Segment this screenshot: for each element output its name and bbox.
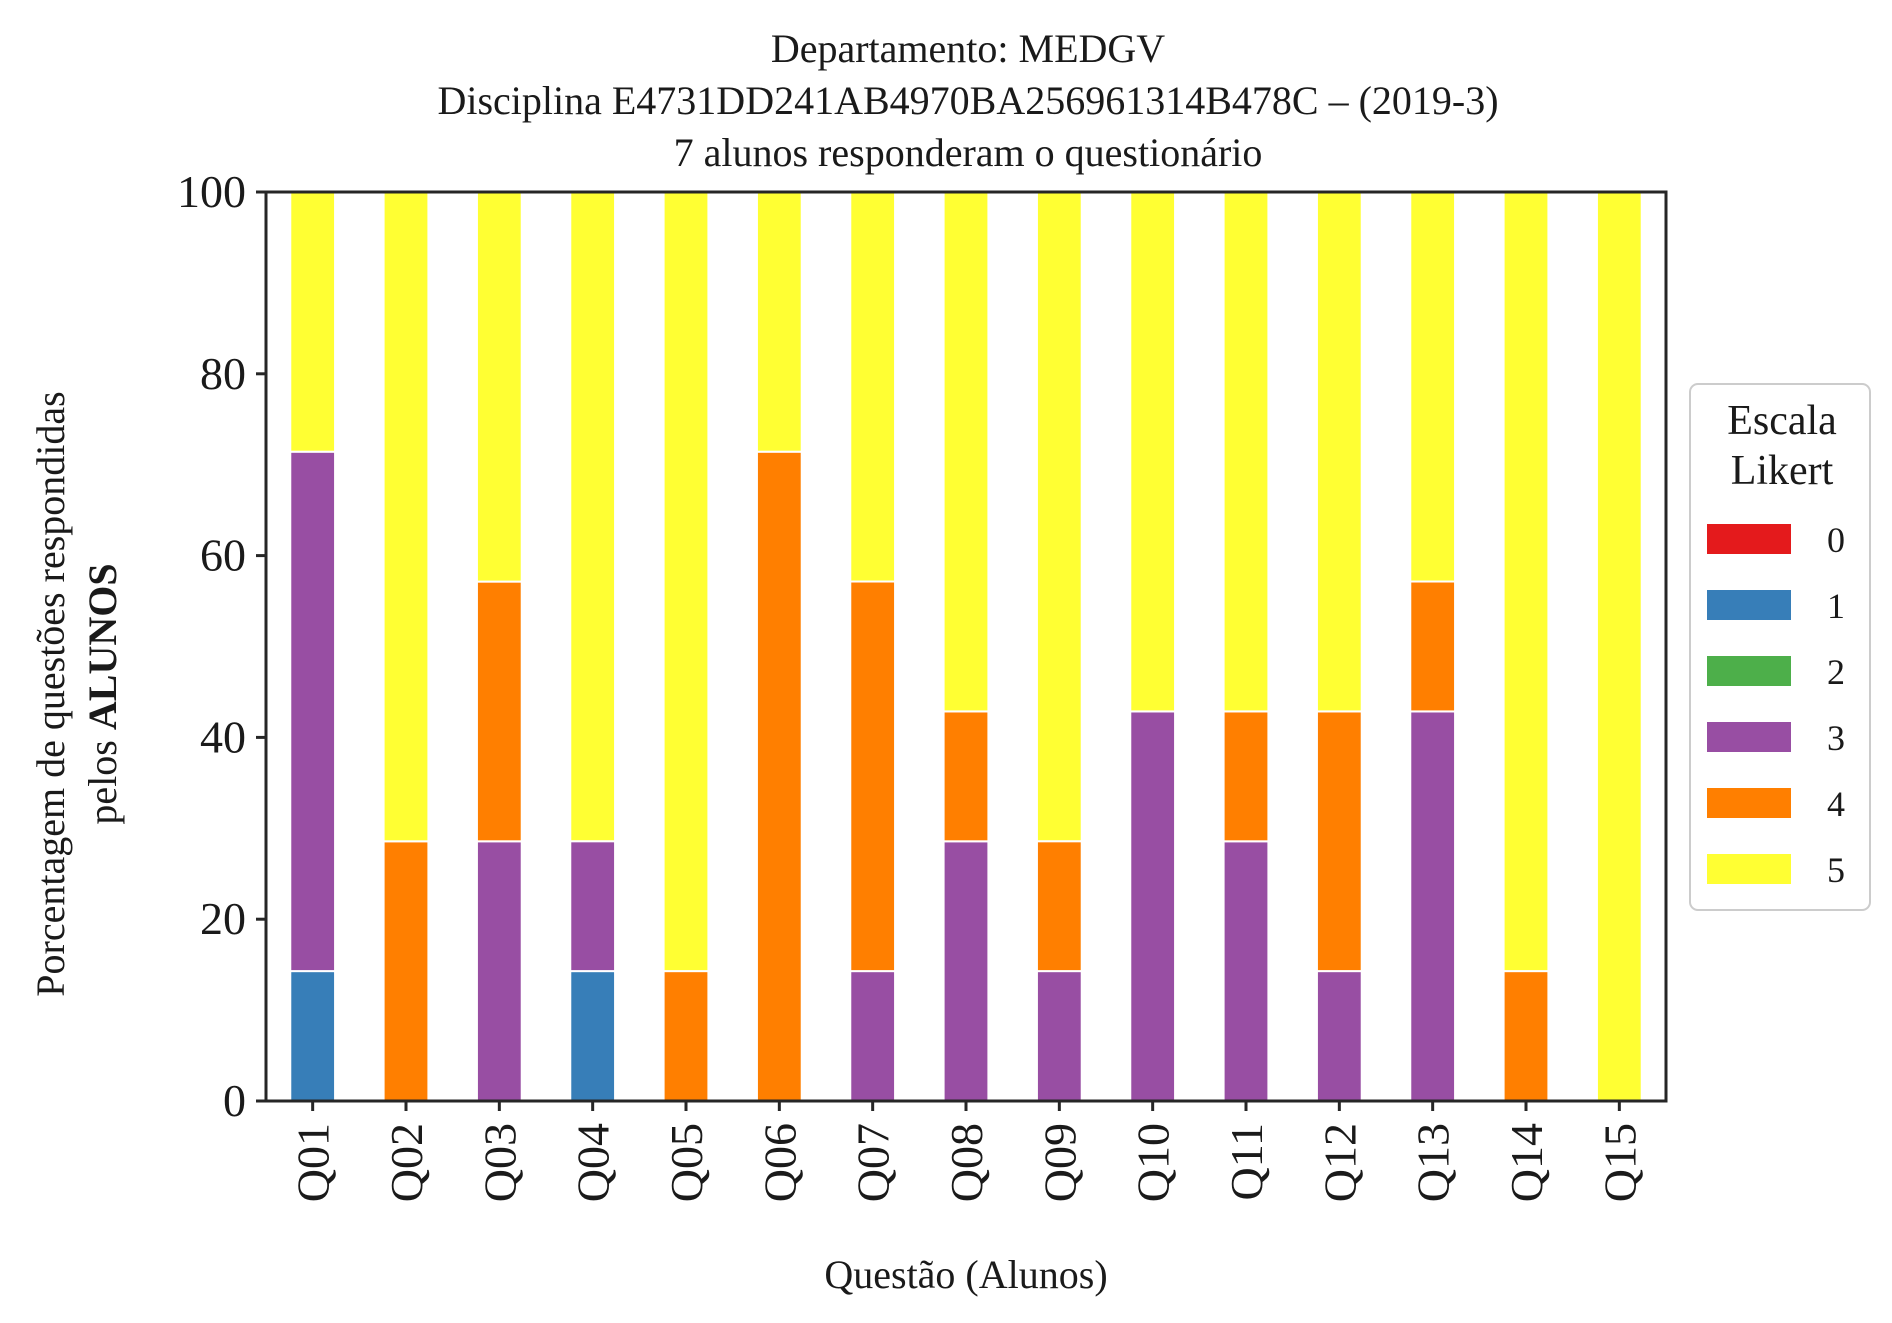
legend-swatch-4 xyxy=(1707,788,1791,818)
bar-q06-scale-5 xyxy=(755,191,803,453)
legend-label-0: 0 xyxy=(1827,520,1845,560)
y-axis-label-prefix: pelos xyxy=(80,730,125,824)
y-axis-ticks: 0 20 40 60 80 100 xyxy=(177,166,266,1126)
chart-title-line-2: Disciplina E4731DD241AB4970BA256961314B4… xyxy=(437,78,1498,123)
bar-q14-scale-5 xyxy=(1502,191,1550,973)
legend-swatch-5 xyxy=(1707,854,1791,884)
bar-q05-scale-4 xyxy=(662,970,710,1102)
x-tick-label: Q10 xyxy=(1128,1123,1179,1202)
bar-q13-scale-5 xyxy=(1409,190,1457,583)
y-axis-label-line-2: pelos ALUNOS xyxy=(80,563,125,824)
bar-q02-scale-4 xyxy=(382,840,430,1102)
x-tick-label: Q09 xyxy=(1034,1123,1085,1202)
bar-q05-scale-5 xyxy=(662,191,710,973)
x-axis-ticks: Q01 Q02 Q03 Q04 Q05 Q06 Q07 Q08 Q09 Q10 Q11 Q12 Q13 Q… xyxy=(288,1101,1645,1202)
bar-q15-scale-5 xyxy=(1595,191,1643,1102)
bar-q11-scale-4 xyxy=(1222,710,1270,843)
bar-q01-scale-5 xyxy=(289,191,337,453)
y-tick-label: 0 xyxy=(223,1075,246,1126)
x-tick-label: Q04 xyxy=(568,1123,619,1202)
bar-q08-scale-3 xyxy=(942,840,990,1102)
x-tick-label: Q06 xyxy=(754,1123,805,1202)
bar-q11-scale-5 xyxy=(1222,191,1270,713)
bar-q03-scale-3 xyxy=(475,840,523,1102)
x-tick-label: Q03 xyxy=(474,1123,525,1202)
x-axis-label: Questão (Alunos) xyxy=(824,1252,1107,1297)
bar-q01-scale-1 xyxy=(289,970,337,1102)
bars-group xyxy=(289,190,1643,1103)
x-tick-label: Q11 xyxy=(1221,1123,1272,1201)
x-tick-label: Q08 xyxy=(941,1123,992,1202)
x-tick-label: Q02 xyxy=(381,1123,432,1202)
bar-q02-scale-5 xyxy=(382,191,430,843)
y-tick-label: 80 xyxy=(200,348,246,399)
y-axis-label-bold: ALUNOS xyxy=(80,563,125,730)
bar-q13-scale-4 xyxy=(1409,580,1457,713)
bar-q06-scale-4 xyxy=(755,450,803,1102)
bar-q04-scale-5 xyxy=(569,190,617,843)
bar-q01-scale-3 xyxy=(289,450,337,973)
x-tick-label: Q05 xyxy=(661,1123,712,1202)
bar-q12-scale-4 xyxy=(1315,710,1363,973)
y-tick-label: 60 xyxy=(200,530,246,581)
bar-q08-scale-5 xyxy=(942,191,990,713)
legend-label-2: 2 xyxy=(1827,652,1845,692)
x-tick-label: Q13 xyxy=(1408,1123,1459,1202)
bar-q12-scale-3 xyxy=(1315,970,1363,1102)
legend-title-line-2: Likert xyxy=(1731,448,1834,494)
bar-q10-scale-5 xyxy=(1129,191,1177,713)
x-tick-label: Q12 xyxy=(1314,1123,1365,1202)
legend-label-5: 5 xyxy=(1827,850,1845,890)
chart-title-line-1: Departamento: MEDGV xyxy=(771,26,1165,71)
bar-q07-scale-3 xyxy=(849,970,897,1102)
legend-title-line-1: Escala xyxy=(1727,398,1837,444)
bar-q11-scale-3 xyxy=(1222,840,1270,1102)
bar-q09-scale-4 xyxy=(1035,840,1083,973)
y-axis-label-line-1: Porcentagem de questões respondidas xyxy=(28,391,73,996)
legend-label-4: 4 xyxy=(1827,784,1845,824)
legend-swatch-0 xyxy=(1707,524,1791,554)
bar-q14-scale-4 xyxy=(1502,970,1550,1102)
bar-q10-scale-3 xyxy=(1129,710,1177,1103)
bar-q13-scale-3 xyxy=(1409,710,1457,1103)
bar-q03-scale-5 xyxy=(475,191,523,583)
legend-entries: 0 1 2 3 4 5 xyxy=(1707,520,1845,890)
legend-label-1: 1 xyxy=(1827,586,1845,626)
bar-q07-scale-4 xyxy=(849,580,897,973)
legend-swatch-3 xyxy=(1707,722,1791,752)
bar-q12-scale-5 xyxy=(1315,191,1363,713)
legend-frame xyxy=(1689,383,1871,911)
bar-q09-scale-3 xyxy=(1035,970,1083,1102)
x-tick-label: Q07 xyxy=(848,1123,899,1202)
legend-swatch-1 xyxy=(1707,590,1791,620)
y-tick-label: 100 xyxy=(177,166,246,217)
legend-swatch-2 xyxy=(1707,656,1791,686)
y-tick-label: 20 xyxy=(200,893,246,944)
x-tick-label: Q01 xyxy=(288,1123,339,1202)
chart-title-line-3: 7 alunos responderam o questionário xyxy=(674,130,1263,175)
x-tick-label: Q14 xyxy=(1501,1123,1552,1202)
legend-label-3: 3 xyxy=(1827,718,1845,758)
bar-q07-scale-5 xyxy=(849,190,897,583)
bar-q09-scale-5 xyxy=(1035,190,1083,843)
y-tick-label: 40 xyxy=(200,711,246,762)
bar-q08-scale-4 xyxy=(942,710,990,843)
x-tick-label: Q15 xyxy=(1594,1123,1645,1202)
bar-q03-scale-4 xyxy=(475,580,523,843)
bar-q04-scale-3 xyxy=(569,840,617,973)
legend: Escala Likert 0 1 2 3 4 5 xyxy=(1689,383,1871,911)
bar-q04-scale-1 xyxy=(569,970,617,1102)
